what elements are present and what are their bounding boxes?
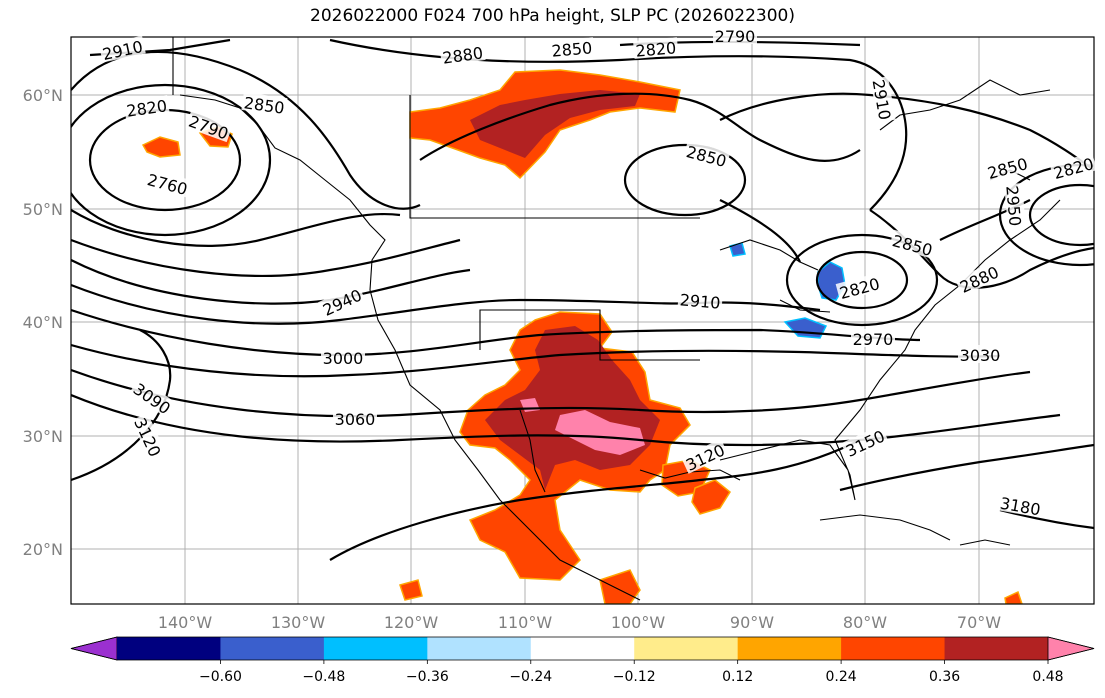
contour-label: 2820 — [633, 37, 679, 61]
colorbar-tick-label: −0.48 — [302, 669, 345, 685]
colorbar-tick-label: 0.36 — [929, 669, 960, 685]
colorbar-swatch — [944, 637, 1049, 660]
lon-tick-label: 110°W — [498, 613, 553, 632]
svg-text:3000: 3000 — [323, 349, 364, 368]
lon-tick-label: 70°W — [957, 613, 1001, 632]
svg-text:2820: 2820 — [635, 38, 677, 60]
colorbar: −0.60 −0.48 −0.36 −0.24 −0.12 0.12 0.24 0.36 0.4… — [70, 636, 1095, 685]
map-frame — [70, 36, 1095, 605]
colorbar-swatch — [841, 637, 946, 660]
svg-text:2790: 2790 — [715, 27, 756, 46]
contour-label: 3060 — [333, 409, 377, 429]
coastlines — [172, 37, 1061, 601]
lat-tick-label: 60°N — [23, 86, 63, 105]
contour-label: 3000 — [321, 348, 365, 368]
contour-label: 2910 — [677, 289, 723, 313]
lat-tick-label: 20°N — [23, 540, 63, 559]
lat-tick-label: 30°N — [23, 427, 63, 446]
colorbar-swatch — [220, 637, 325, 660]
colorbar-swatch — [530, 637, 635, 660]
longitude-labels: 140°W 130°W 120°W 110°W 100°W 90°W 80°W 70°W — [158, 613, 1001, 632]
colorbar-min-extension — [70, 636, 118, 661]
svg-text:3060: 3060 — [335, 410, 376, 429]
lon-tick-label: 140°W — [158, 613, 213, 632]
contour-label: 2970 — [851, 329, 895, 349]
colorbar-tick-label: 0.24 — [826, 669, 857, 685]
colorbar-tick-label: −0.24 — [509, 669, 552, 685]
lat-tick-label: 50°N — [23, 200, 63, 219]
colorbar-swatch — [323, 637, 428, 660]
colorbar-swatch — [117, 637, 221, 660]
svg-text:2970: 2970 — [853, 330, 894, 349]
contour-label: 2790 — [713, 26, 757, 46]
contour-label: 2950 — [1002, 183, 1026, 229]
svg-text:2850: 2850 — [551, 38, 593, 60]
colorbar-max-extension — [1047, 636, 1095, 661]
colorbar-swatch — [737, 637, 842, 660]
svg-text:3030: 3030 — [960, 346, 1001, 365]
contour-label: 2850 — [549, 37, 595, 61]
lat-tick-label: 40°N — [23, 313, 63, 332]
contour-label: 2820 — [1049, 152, 1097, 183]
lon-tick-label: 120°W — [384, 613, 439, 632]
colorbar-tick-label: −0.60 — [199, 669, 242, 685]
lon-tick-label: 90°W — [730, 613, 774, 632]
lon-tick-label: 100°W — [611, 613, 666, 632]
lon-tick-label: 80°W — [843, 613, 887, 632]
colorbar-tick-label: −0.12 — [613, 669, 656, 685]
colorbar-tick-label: 0.48 — [1032, 669, 1063, 685]
latitude-labels: 60°N 50°N 40°N 30°N 20°N — [23, 86, 63, 559]
colorbar-tick-label: −0.36 — [406, 669, 449, 685]
map-title: 2026022000 F024 700 hPa height, SLP PC (… — [310, 6, 795, 26]
svg-text:2950: 2950 — [1002, 185, 1024, 227]
contour-label: 2820 — [123, 95, 170, 121]
svg-text:2910: 2910 — [679, 290, 721, 312]
colorbar-tick-label: 0.12 — [722, 669, 753, 685]
colorbar-swatch — [634, 637, 739, 660]
contour-label: 3030 — [958, 345, 1002, 365]
colorbar-swatch — [427, 637, 532, 660]
lon-tick-label: 130°W — [271, 613, 326, 632]
